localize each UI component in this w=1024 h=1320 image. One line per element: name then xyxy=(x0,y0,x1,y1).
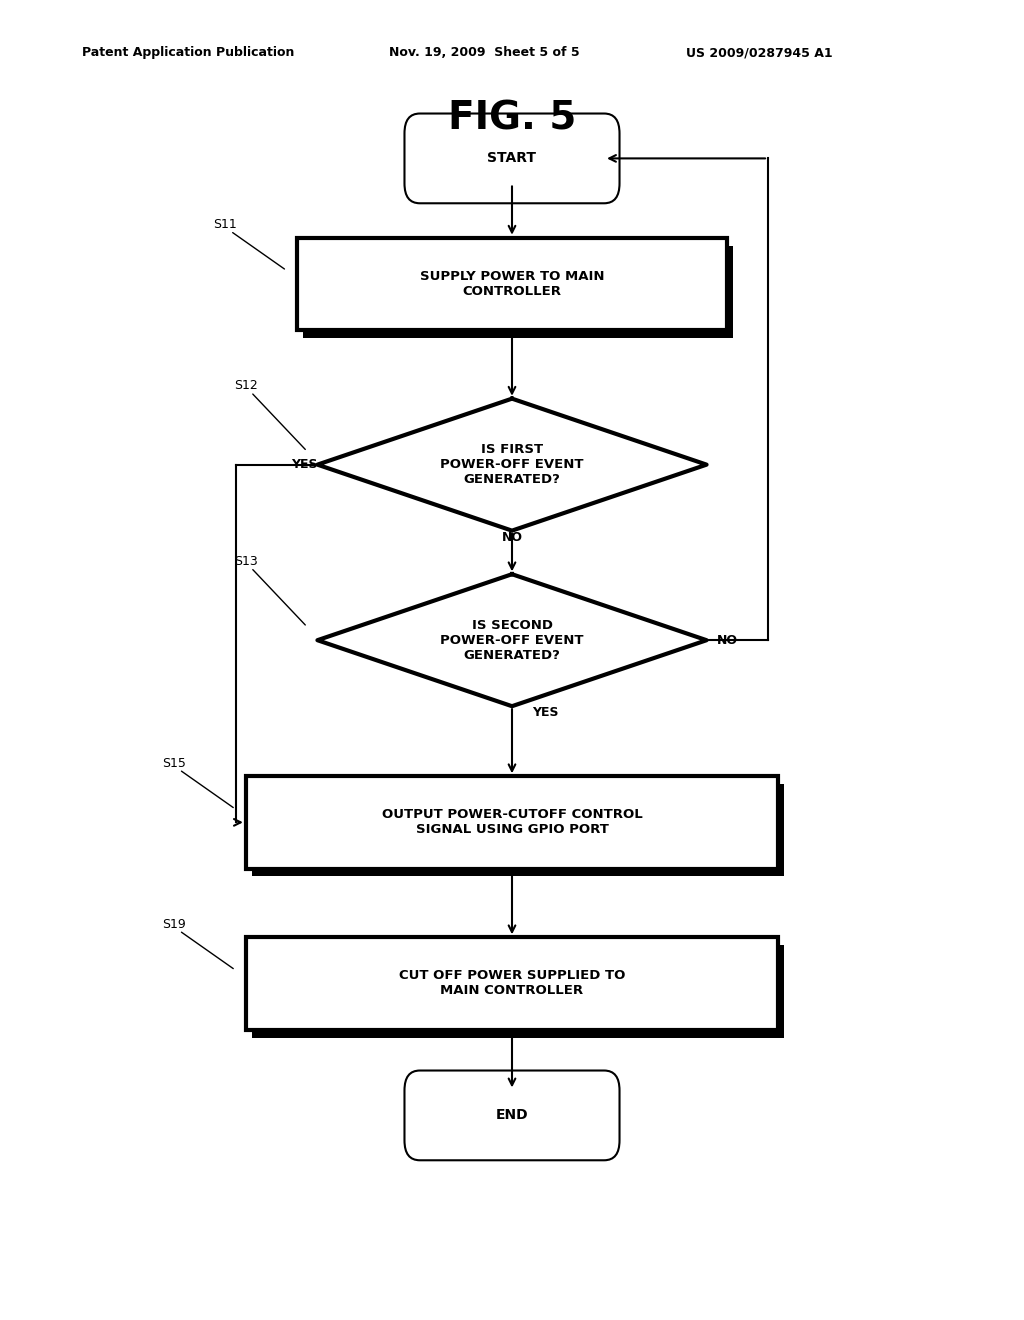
Text: S19: S19 xyxy=(162,917,186,931)
Text: START: START xyxy=(487,152,537,165)
Bar xyxy=(252,784,784,876)
Text: NO: NO xyxy=(717,634,738,647)
Text: SUPPLY POWER TO MAIN
CONTROLLER: SUPPLY POWER TO MAIN CONTROLLER xyxy=(420,269,604,298)
Text: FIG. 5: FIG. 5 xyxy=(447,99,577,137)
Bar xyxy=(252,945,784,1038)
Bar xyxy=(246,776,778,869)
Bar xyxy=(246,937,778,1030)
Bar xyxy=(303,246,733,338)
Text: IS SECOND
POWER-OFF EVENT
GENERATED?: IS SECOND POWER-OFF EVENT GENERATED? xyxy=(440,619,584,661)
Text: S11: S11 xyxy=(213,218,238,231)
Bar xyxy=(297,238,727,330)
FancyBboxPatch shape xyxy=(404,1071,620,1160)
Text: CUT OFF POWER SUPPLIED TO
MAIN CONTROLLER: CUT OFF POWER SUPPLIED TO MAIN CONTROLLE… xyxy=(398,969,626,998)
Polygon shape xyxy=(317,574,707,706)
Text: S12: S12 xyxy=(233,379,258,392)
Text: YES: YES xyxy=(532,706,559,719)
Text: US 2009/0287945 A1: US 2009/0287945 A1 xyxy=(686,46,833,59)
Text: S13: S13 xyxy=(233,554,258,568)
Text: IS FIRST
POWER-OFF EVENT
GENERATED?: IS FIRST POWER-OFF EVENT GENERATED? xyxy=(440,444,584,486)
Text: NO: NO xyxy=(502,531,523,544)
Text: S15: S15 xyxy=(162,756,186,770)
Text: Patent Application Publication: Patent Application Publication xyxy=(82,46,294,59)
FancyBboxPatch shape xyxy=(404,114,620,203)
Text: END: END xyxy=(496,1109,528,1122)
Text: Nov. 19, 2009  Sheet 5 of 5: Nov. 19, 2009 Sheet 5 of 5 xyxy=(389,46,580,59)
Text: YES: YES xyxy=(291,458,317,471)
Text: OUTPUT POWER-CUTOFF CONTROL
SIGNAL USING GPIO PORT: OUTPUT POWER-CUTOFF CONTROL SIGNAL USING… xyxy=(382,808,642,837)
Polygon shape xyxy=(317,399,707,531)
